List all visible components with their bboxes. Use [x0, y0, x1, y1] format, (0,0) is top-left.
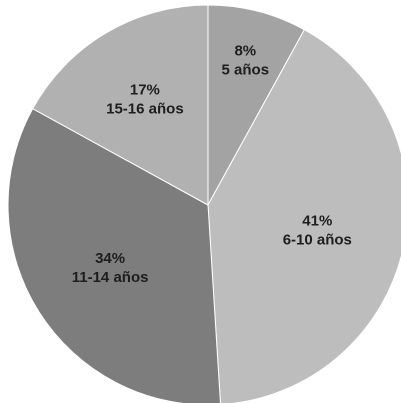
pie-slice-3 — [7, 107, 221, 403]
slice-value-label-1: 8% — [234, 43, 256, 60]
pie-slice-2 — [207, 29, 401, 403]
pie-slices — [7, 4, 401, 403]
slice-category-label-3: 11-14 años — [72, 269, 149, 286]
slice-category-label-1: 5 años — [222, 62, 270, 79]
slice-category-label-2: 6-10 años — [283, 231, 352, 248]
slice-value-label-2: 41% — [302, 212, 332, 229]
slice-value-label-3: 34% — [95, 250, 125, 267]
slice-value-label-4: 17% — [130, 81, 160, 98]
pie-labels: 8% 5 años 41% 6-10 años 34% 11-14 años 17% 15-1… — [72, 43, 352, 287]
pie-slice-1 — [207, 4, 306, 206]
pie-slice-4 — [32, 4, 209, 206]
slice-category-label-4: 15-16 años — [106, 100, 184, 117]
